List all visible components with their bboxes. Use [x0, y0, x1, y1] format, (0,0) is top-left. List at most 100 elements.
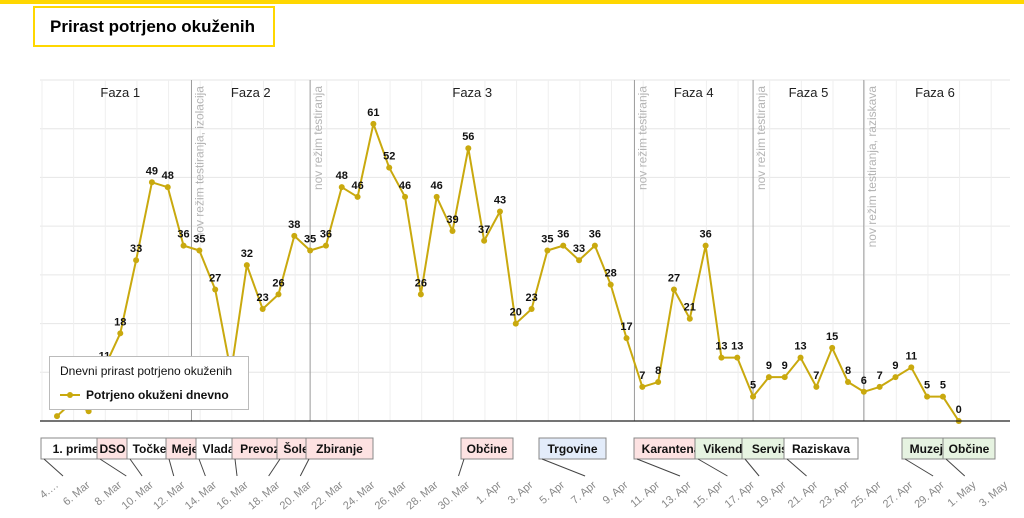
phase-separator-label: nov režim testiranja: [635, 86, 649, 190]
data-label: 38: [288, 219, 300, 231]
data-point: [512, 320, 519, 327]
legend-item-series[interactable]: Potrjeno okuženi dnevno: [60, 388, 229, 402]
data-label: 56: [462, 131, 474, 143]
phase-title: Faza 5: [789, 85, 829, 100]
x-tick-label: 1. May: [945, 479, 978, 510]
policy-event-box: [305, 437, 374, 460]
data-point: [845, 379, 851, 386]
data-point: [702, 242, 709, 249]
policy-event-pointer: [43, 458, 64, 477]
data-label: 20: [510, 307, 522, 319]
x-tick-label: 9. Apr: [601, 479, 631, 507]
phase-separator-label: nov režim testiranja, raziskava: [865, 86, 879, 248]
data-label: 33: [573, 243, 585, 255]
data-point: [765, 374, 772, 381]
data-point: [797, 354, 804, 361]
policy-event-label: Točke: [133, 442, 167, 456]
data-point: [402, 193, 409, 200]
policy-event-pointer: [786, 458, 807, 477]
data-point: [433, 193, 440, 200]
data-label: 23: [525, 292, 537, 304]
data-point: [924, 393, 931, 400]
data-label: 37: [478, 224, 490, 236]
policy-event-pointer: [99, 458, 127, 477]
policy-event-pointer: [697, 458, 728, 477]
data-label: 35: [193, 234, 205, 246]
phase-separator-label: nov režim testiranja: [754, 86, 768, 190]
data-label: 5: [940, 380, 946, 392]
policy-event-pointer: [541, 458, 586, 477]
policy-event-pointer: [198, 458, 206, 477]
data-label: 9: [782, 360, 788, 372]
policy-event-label: Vikendi: [703, 442, 745, 456]
x-tick-label: 15. Apr: [691, 479, 726, 511]
chart-title-box: Prirast potrjeno okuženih: [33, 6, 275, 47]
data-point: [655, 379, 662, 386]
data-point: [607, 281, 614, 288]
x-tick-label: 12. Mar: [151, 479, 188, 512]
policy-event-label: Raziskava: [792, 442, 850, 456]
data-label: 52: [383, 151, 395, 163]
phase-separator-label: nov režim testiranja, izolacija: [192, 86, 206, 240]
x-tick-label: 19. Apr: [754, 479, 789, 511]
policy-event-box: [460, 437, 514, 460]
x-tick-label: 17. Apr: [723, 479, 758, 511]
data-point: [259, 305, 266, 312]
chart-title: Prirast potrjeno okuženih: [50, 16, 255, 36]
phase-title: Faza 6: [915, 85, 955, 100]
data-point: [734, 354, 741, 361]
data-label: 35: [304, 234, 316, 246]
data-point: [544, 247, 551, 254]
data-label: 26: [415, 277, 427, 289]
x-tick-label: 30. Mar: [436, 479, 473, 512]
data-label: 35: [541, 234, 553, 246]
data-label: 27: [209, 272, 221, 284]
data-point: [876, 383, 883, 390]
data-label: 46: [351, 180, 363, 192]
x-tick-label: 7. Apr: [569, 479, 599, 507]
policy-event-label: Servisi: [752, 442, 791, 456]
data-point: [892, 374, 899, 381]
policy-event-label: Muzeji: [910, 442, 947, 456]
data-point: [117, 330, 124, 337]
data-point: [718, 354, 725, 361]
data-point: [417, 291, 424, 298]
policy-event-label: DSO: [99, 442, 125, 456]
legend-line-icon: [60, 390, 80, 400]
data-point: [528, 305, 535, 312]
phase-title: Faza 1: [100, 85, 140, 100]
policy-event-label: Občine: [467, 442, 508, 456]
data-point: [939, 393, 946, 400]
data-point: [465, 145, 472, 152]
phase-title: Faza 4: [674, 85, 714, 100]
data-point: [639, 383, 646, 390]
policy-event-pointer: [458, 458, 465, 477]
policy-event-pointer: [744, 458, 760, 477]
data-label: 33: [130, 243, 142, 255]
policy-event-box: [783, 437, 859, 460]
policy-event-label: Karantena: [642, 442, 701, 456]
x-tick-label: 10. Mar: [120, 479, 157, 512]
data-label: 21: [684, 302, 696, 314]
data-label: 49: [146, 165, 158, 177]
policy-event-pointer: [299, 458, 310, 477]
data-point: [496, 208, 503, 215]
data-label: 27: [668, 272, 680, 284]
data-label: 32: [241, 248, 253, 260]
x-tick-label: 22. Mar: [309, 479, 346, 512]
x-tick-label: 20. Mar: [278, 479, 315, 512]
policy-event-label: Šole: [283, 441, 309, 456]
data-label: 15: [826, 331, 838, 343]
x-tick-label: 28. Mar: [404, 479, 441, 512]
legend-title: Dnevni prirast potrjeno okuženih: [60, 364, 233, 378]
data-point: [370, 120, 377, 127]
data-point: [576, 257, 583, 264]
data-point: [481, 237, 488, 244]
data-label: 7: [639, 370, 645, 382]
chart-legend: Dnevni prirast potrjeno okuženih Potrjen…: [49, 356, 249, 410]
data-label: 8: [845, 365, 851, 377]
data-point: [212, 286, 219, 293]
data-point: [860, 388, 867, 395]
data-label: 43: [494, 195, 506, 207]
policy-event-pointer: [636, 458, 681, 477]
